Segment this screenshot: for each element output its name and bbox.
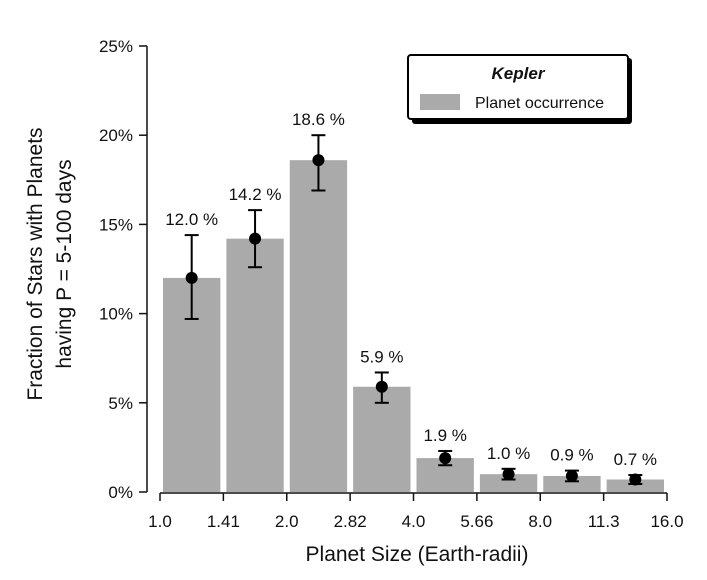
data-point-6 xyxy=(565,469,578,482)
data-point-3 xyxy=(375,380,388,393)
legend-title: Kepler xyxy=(492,64,546,83)
y-axis-title: Fraction of Stars with Planets having P … xyxy=(24,127,76,400)
y-axis-title-line-1: Fraction of Stars with Planets xyxy=(24,127,47,400)
x-tick-label-2: 2.0 xyxy=(275,512,299,531)
x-tick-label-4: 4.0 xyxy=(402,512,426,531)
data-point-1 xyxy=(249,232,262,245)
bar-5 xyxy=(479,474,538,492)
bar-1 xyxy=(226,238,284,492)
data-label-3: 5.9 % xyxy=(360,347,403,366)
data-point-7 xyxy=(629,473,642,486)
x-tick-label-8: 16.0 xyxy=(650,512,683,531)
data-label-1: 14.2 % xyxy=(229,185,282,204)
x-axis-title: Planet Size (Earth-radii) xyxy=(306,543,529,566)
x-tick-label-3: 2.82 xyxy=(334,512,367,531)
legend-box xyxy=(407,54,629,120)
legend: Kepler Planet occurrence xyxy=(407,54,632,124)
data-point-2 xyxy=(312,154,325,167)
bars-layer xyxy=(163,160,664,492)
bar-6 xyxy=(543,475,601,492)
y-tick-label-3: 15% xyxy=(99,215,133,234)
data-point-5 xyxy=(502,468,515,481)
x-tick-label-1: 1.41 xyxy=(207,512,240,531)
y-tick-label-0: 0% xyxy=(108,483,133,502)
legend-swatch xyxy=(420,94,460,110)
y-axis-title-line-2: having P = 5-100 days xyxy=(53,159,76,368)
x-tick-label-5: 5.66 xyxy=(460,512,493,531)
axes-layer: 0% 5% 10% 15% 20% 25% 1.0 1.41 2.0 2.82 4.0 5.66 8.0… xyxy=(99,37,684,531)
y-tick-label-5: 25% xyxy=(99,37,133,56)
error-bars-layer xyxy=(184,134,643,486)
y-tick-label-1: 5% xyxy=(108,394,133,413)
y-tick-label-4: 20% xyxy=(99,126,133,145)
data-label-7: 0.7 % xyxy=(614,450,657,469)
legend-entry: Planet occurrence xyxy=(475,95,604,112)
x-tick-label-6: 8.0 xyxy=(528,512,552,531)
data-point-4 xyxy=(439,452,452,465)
data-label-5: 1.0 % xyxy=(487,444,530,463)
data-point-0 xyxy=(185,271,198,284)
x-tick-label-7: 11.3 xyxy=(588,512,620,531)
x-tick-label-0: 1.0 xyxy=(148,512,172,531)
data-label-6: 0.9 % xyxy=(550,446,593,465)
bar-2 xyxy=(289,160,348,492)
bar-3 xyxy=(353,386,411,492)
data-labels-layer: 12.0 % 14.2 % 18.6 % 5.9 % 1.9 % 1.0 % 0.9 % 0.… xyxy=(165,110,657,469)
y-tick-label-2: 10% xyxy=(99,305,133,324)
data-label-4: 1.9 % xyxy=(423,426,466,445)
bar-7 xyxy=(606,479,664,492)
data-label-0: 12.0 % xyxy=(165,210,218,229)
data-label-2: 18.6 % xyxy=(292,110,345,129)
